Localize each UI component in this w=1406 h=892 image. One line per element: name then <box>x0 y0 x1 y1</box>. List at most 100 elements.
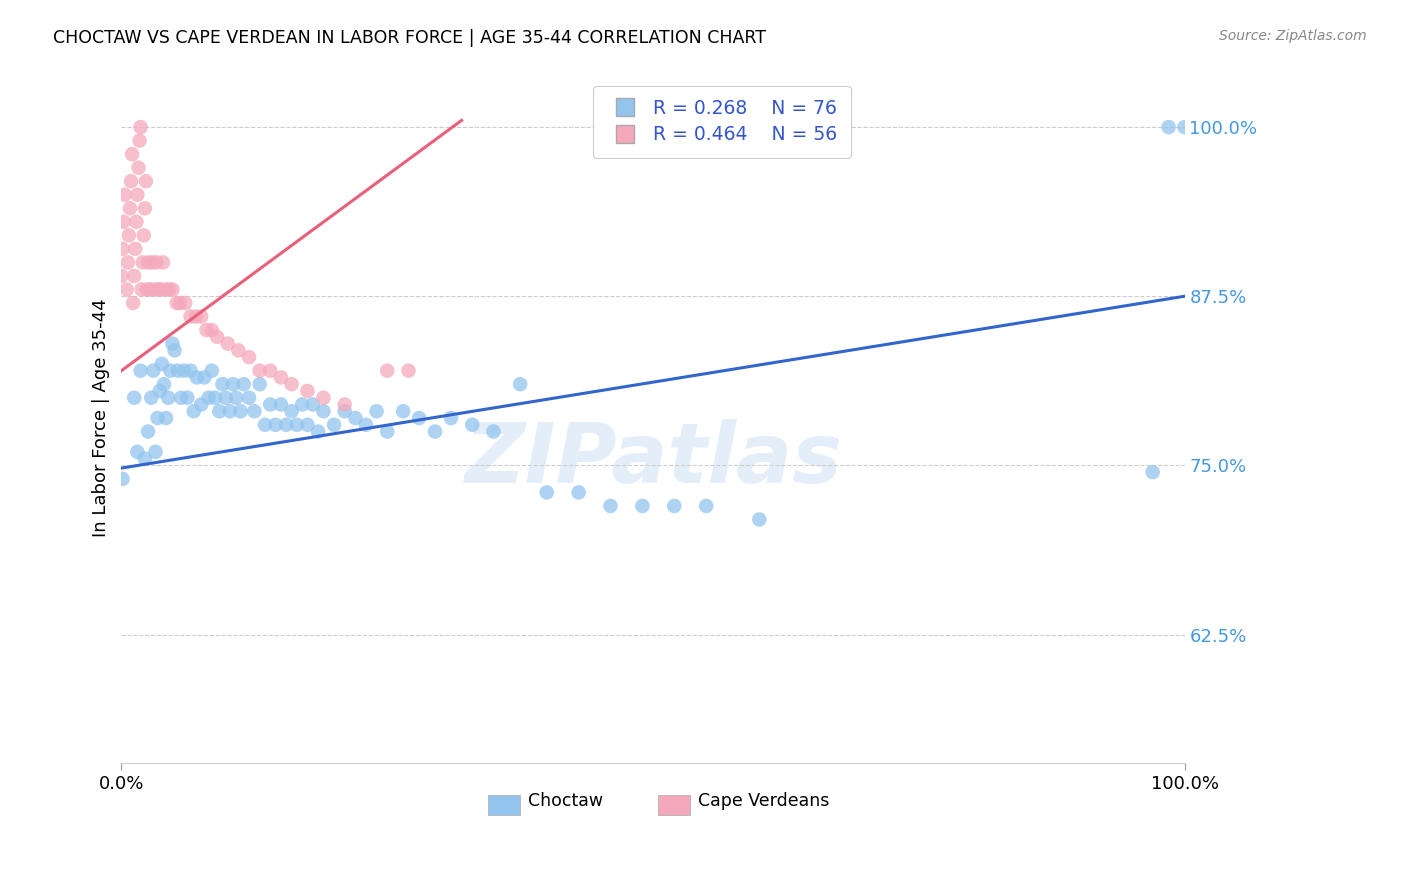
Point <box>149 384 172 398</box>
Point <box>408 411 430 425</box>
Point <box>129 120 152 134</box>
Point <box>114 187 136 202</box>
Point <box>111 242 134 256</box>
Point <box>122 268 145 283</box>
Point <box>1174 120 1197 134</box>
Point <box>238 391 260 405</box>
Point <box>127 187 149 202</box>
Point <box>148 283 170 297</box>
Point <box>120 174 142 188</box>
Point <box>307 425 329 439</box>
Point <box>125 215 148 229</box>
Point <box>193 370 215 384</box>
Point <box>112 215 135 229</box>
Point <box>280 404 302 418</box>
Point <box>276 417 298 432</box>
Point <box>568 485 591 500</box>
Point <box>166 364 188 378</box>
Point <box>122 296 145 310</box>
Point <box>270 370 292 384</box>
Point <box>301 397 323 411</box>
Point <box>631 499 654 513</box>
Point <box>748 512 770 526</box>
Point <box>333 397 356 411</box>
Point <box>366 404 388 418</box>
Point <box>166 296 188 310</box>
Point <box>398 364 420 378</box>
Point <box>312 404 335 418</box>
Point <box>218 404 240 418</box>
Point <box>259 364 281 378</box>
Point <box>184 310 207 324</box>
Text: Source: ZipAtlas.com: Source: ZipAtlas.com <box>1219 29 1367 44</box>
Point <box>259 397 281 411</box>
Point <box>232 377 254 392</box>
Point <box>132 228 155 243</box>
Point <box>249 364 271 378</box>
Point <box>323 417 346 432</box>
Point <box>180 310 202 324</box>
Point <box>122 391 145 405</box>
Point <box>190 310 212 324</box>
Point <box>312 391 335 405</box>
Point <box>461 417 484 432</box>
Point <box>195 323 218 337</box>
Point <box>143 283 166 297</box>
Point <box>270 397 292 411</box>
Point <box>136 255 159 269</box>
Point <box>664 499 686 513</box>
Text: ZIPatlas: ZIPatlas <box>464 419 842 500</box>
Point <box>423 425 446 439</box>
Point <box>135 174 157 188</box>
Point <box>238 350 260 364</box>
Point <box>173 364 195 378</box>
Point <box>1142 465 1164 479</box>
Point <box>190 397 212 411</box>
Point <box>152 255 174 269</box>
Point <box>375 364 398 378</box>
Point <box>222 377 245 392</box>
Bar <box>658 796 690 814</box>
Point <box>121 147 143 161</box>
Point <box>127 161 149 175</box>
Point <box>264 417 287 432</box>
Point <box>162 283 184 297</box>
Point <box>536 485 558 500</box>
Point <box>127 445 149 459</box>
Point <box>124 242 146 256</box>
Point <box>509 377 531 392</box>
Point <box>208 404 231 418</box>
Point <box>115 283 138 297</box>
Point <box>211 377 233 392</box>
Point <box>695 499 717 513</box>
Point <box>285 417 308 432</box>
Point <box>139 283 162 297</box>
Text: CHOCTAW VS CAPE VERDEAN IN LABOR FORCE | AGE 35-44 CORRELATION CHART: CHOCTAW VS CAPE VERDEAN IN LABOR FORCE |… <box>53 29 766 47</box>
Point <box>183 404 205 418</box>
Point <box>136 283 159 297</box>
Point <box>229 404 252 418</box>
Point <box>201 323 224 337</box>
Point <box>155 411 177 425</box>
Point <box>225 391 247 405</box>
Point <box>186 370 208 384</box>
Point <box>249 377 271 392</box>
Point <box>118 228 141 243</box>
Point <box>129 364 152 378</box>
Point <box>440 411 463 425</box>
Legend: R = 0.268    N = 76, R = 0.464    N = 56: R = 0.268 N = 76, R = 0.464 N = 56 <box>593 86 851 158</box>
Point <box>149 283 172 297</box>
Point <box>162 336 184 351</box>
Point <box>174 296 197 310</box>
Point <box>180 364 202 378</box>
Point <box>157 283 180 297</box>
Point <box>141 255 163 269</box>
Point <box>204 391 226 405</box>
Point <box>134 451 156 466</box>
Point <box>228 343 250 358</box>
Point <box>142 364 165 378</box>
Point <box>159 364 181 378</box>
Point <box>118 202 141 216</box>
Point <box>145 255 167 269</box>
Point <box>134 202 156 216</box>
